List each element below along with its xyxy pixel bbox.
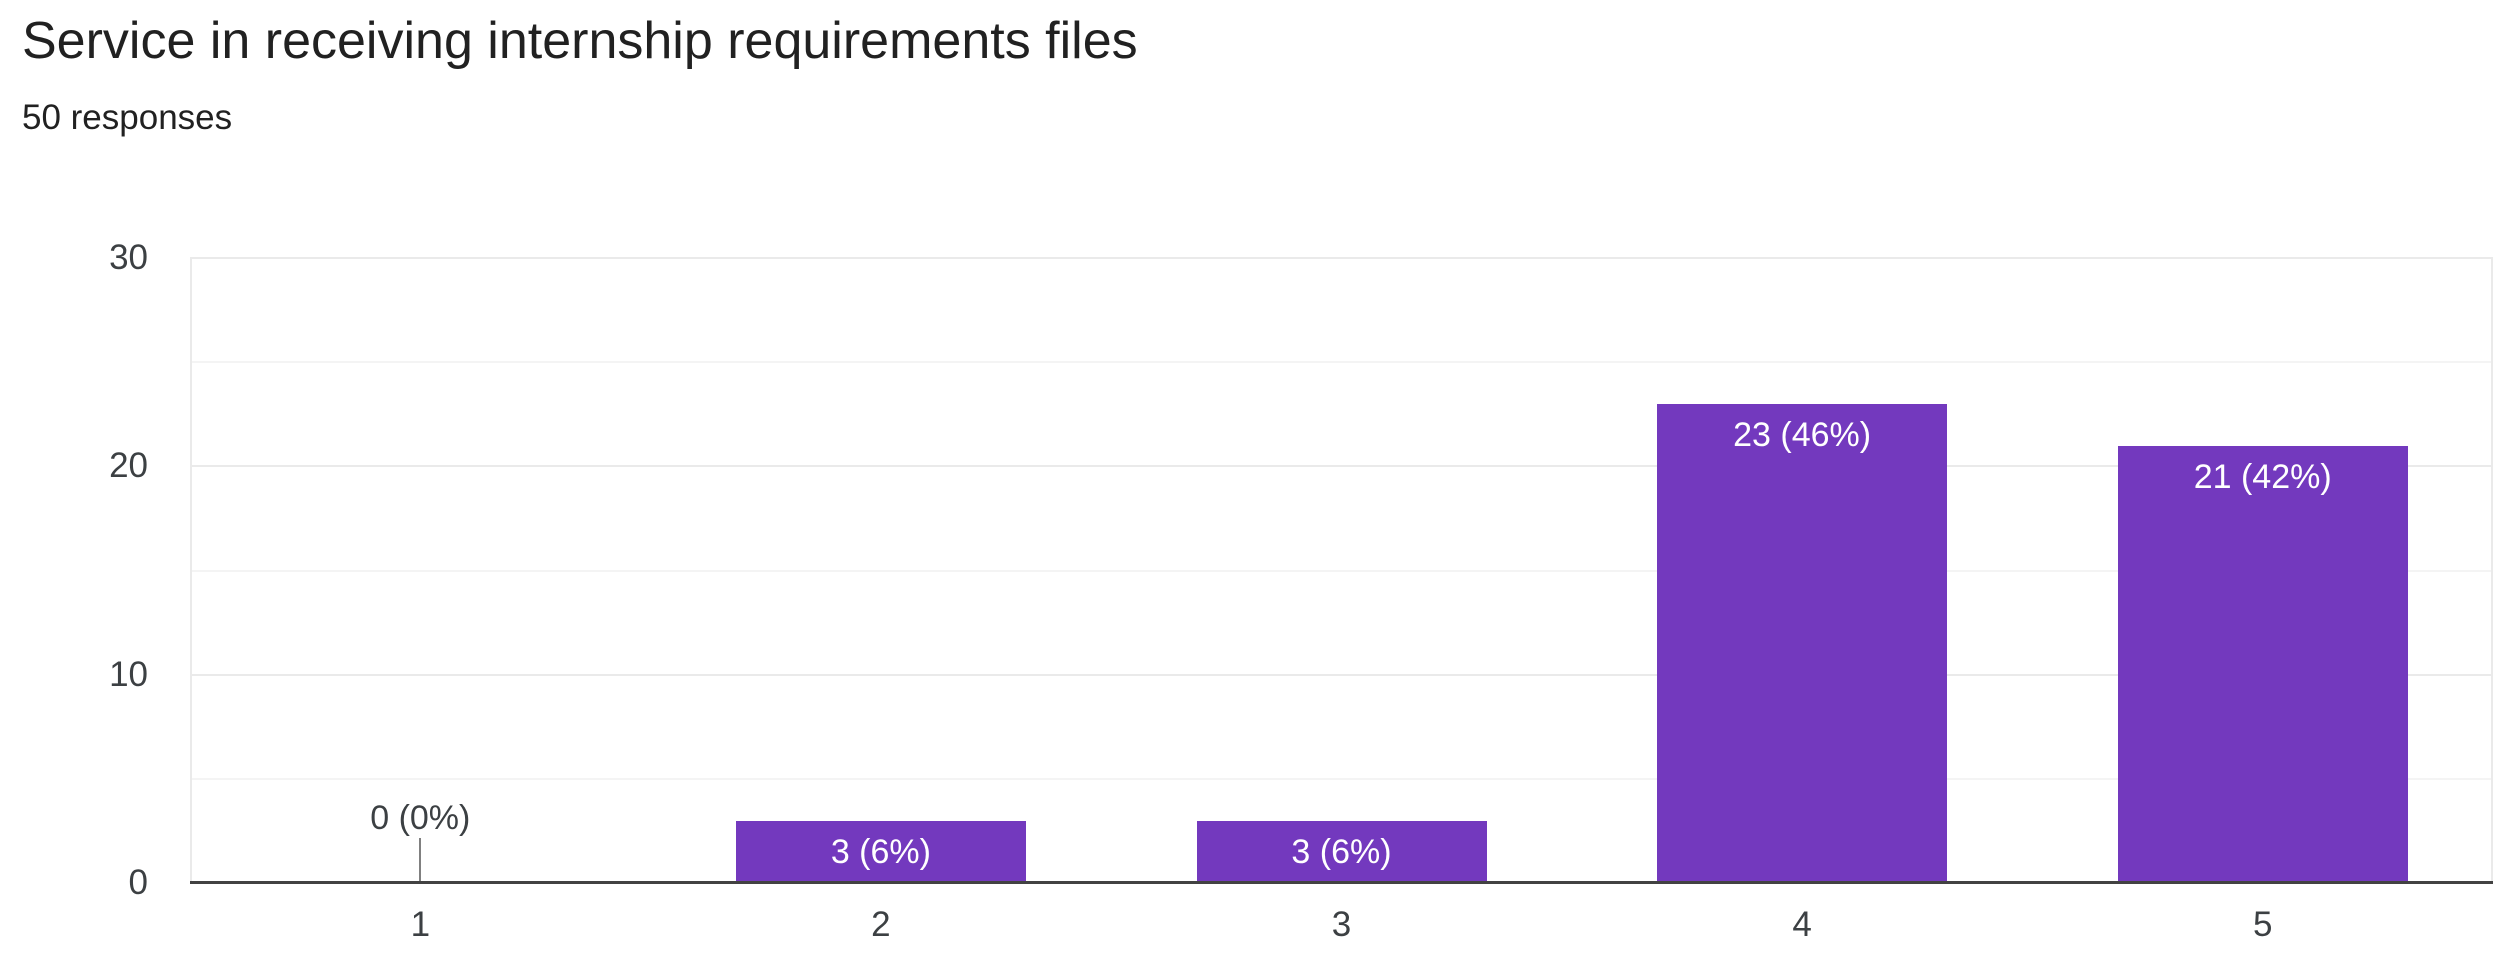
bar-value-label-1: 0 (0%) <box>370 799 471 837</box>
y-axis-tick-label-0: 0 <box>128 863 148 902</box>
y-axis-tick-label-20: 20 <box>109 446 148 486</box>
bar-3[interactable] <box>1196 820 1487 883</box>
gridline-5 <box>190 777 2493 780</box>
x-axis-tick-label-2: 2 <box>871 905 891 944</box>
plot-right-border <box>2491 258 2493 883</box>
bar-2[interactable] <box>735 820 1026 883</box>
gridline-30 <box>190 257 2493 259</box>
x-axis-baseline <box>190 881 2493 884</box>
gridline-25 <box>190 361 2493 364</box>
gridline-15 <box>190 569 2493 572</box>
plot-left-border <box>190 258 192 883</box>
zero-value-tick-1 <box>419 838 422 883</box>
y-axis-tick-label-10: 10 <box>109 654 148 694</box>
x-axis-tick-label-1: 1 <box>410 905 431 944</box>
x-axis-tick-label-5: 5 <box>2252 905 2273 944</box>
bar-value-label-2: 3 (6%) <box>830 832 931 871</box>
bar-5[interactable] <box>2117 445 2408 883</box>
bar-value-label-4: 23 (46%) <box>1733 415 1872 454</box>
x-axis-tick-label-4: 4 <box>1792 905 1812 944</box>
question-title: Service in receiving internship requirem… <box>22 12 1138 70</box>
gridline-10 <box>190 673 2493 676</box>
bar-value-label-5: 21 (42%) <box>2193 457 2332 496</box>
y-axis-tick-label-30: 30 <box>109 238 148 277</box>
gridline-20 <box>190 465 2493 468</box>
response-count: 50 responses <box>22 98 233 137</box>
bar-value-label-3: 3 (6%) <box>1291 832 1392 871</box>
x-axis-tick-label-3: 3 <box>1331 905 1352 944</box>
bar-4[interactable] <box>1657 403 1948 883</box>
